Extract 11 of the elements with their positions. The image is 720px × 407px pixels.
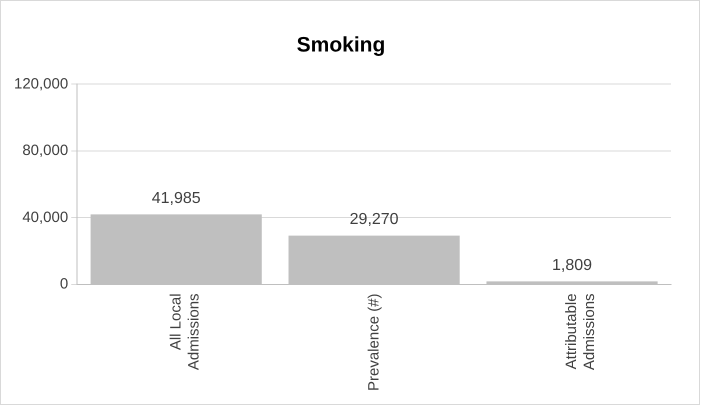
y-tick-label: 0 [60,276,68,293]
data-label: 29,270 [350,211,399,228]
y-tick-label: 40,000 [22,208,68,226]
chart-title: Smoking [296,33,386,56]
x-tick-label: Prevalence (#) [365,293,382,392]
x-tick-label: All Local Admissions [167,293,202,370]
y-tick-label: 120,000 [14,75,68,92]
data-label: 1,809 [552,256,592,274]
x-tick-label: Attributable Admissions [563,293,598,370]
data-label: 41,985 [152,190,201,207]
y-tick-label: 80,000 [22,142,68,160]
